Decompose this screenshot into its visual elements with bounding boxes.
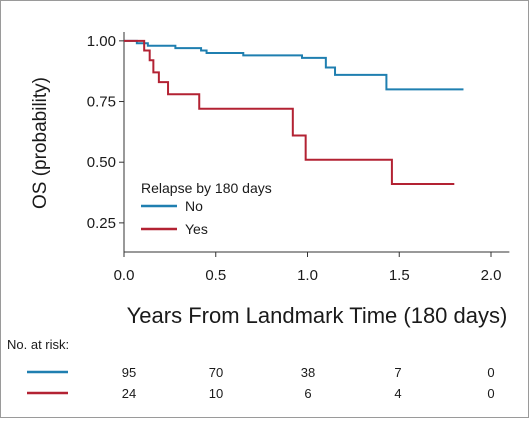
risk-count: 7	[394, 365, 401, 380]
risk-count: 70	[209, 365, 223, 380]
y-tick-label: 0.50	[87, 154, 116, 171]
risk-count: 10	[209, 386, 223, 401]
legend-label-no: No	[185, 198, 203, 214]
x-tick-label: 1.5	[389, 267, 410, 284]
legend-label-yes: Yes	[185, 221, 208, 237]
y-tick-label: 1.00	[87, 33, 116, 50]
risk-count: 0	[487, 365, 494, 380]
series-yes-line	[124, 39, 455, 186]
risk-count: 38	[301, 365, 315, 380]
x-tick-label: 1.0	[297, 267, 318, 284]
x-tick-label: 0.5	[205, 267, 226, 284]
y-tick-label: 0.25	[87, 215, 116, 232]
risk-count: 24	[122, 386, 136, 401]
risk-table: No. at risk: 95 70 38 7 024 10 6 4 0	[7, 337, 495, 401]
risk-count: 95	[122, 365, 136, 380]
legend: Relapse by 180 days No Yes	[141, 180, 272, 237]
y-axis-ticks: 1.00 0.75 0.50 0.25	[87, 33, 124, 232]
x-tick-label: 2.0	[481, 267, 502, 284]
legend-title: Relapse by 180 days	[141, 180, 272, 196]
risk-table-label: No. at risk:	[7, 337, 69, 352]
x-axis-ticks: 0.0 0.5 1.0 1.5 2.0	[114, 252, 502, 284]
survival-curves	[124, 39, 464, 186]
x-tick-label: 0.0	[114, 267, 135, 284]
x-axis-label: Years From Landmark Time (180 days)	[127, 303, 508, 328]
y-axis-label: OS (probability)	[30, 77, 51, 209]
risk-count: 0	[487, 386, 494, 401]
axes	[123, 32, 510, 253]
risk-count: 6	[304, 386, 311, 401]
series-no-line	[124, 39, 464, 91]
risk-count: 4	[394, 386, 401, 401]
y-tick-label: 0.75	[87, 94, 116, 111]
